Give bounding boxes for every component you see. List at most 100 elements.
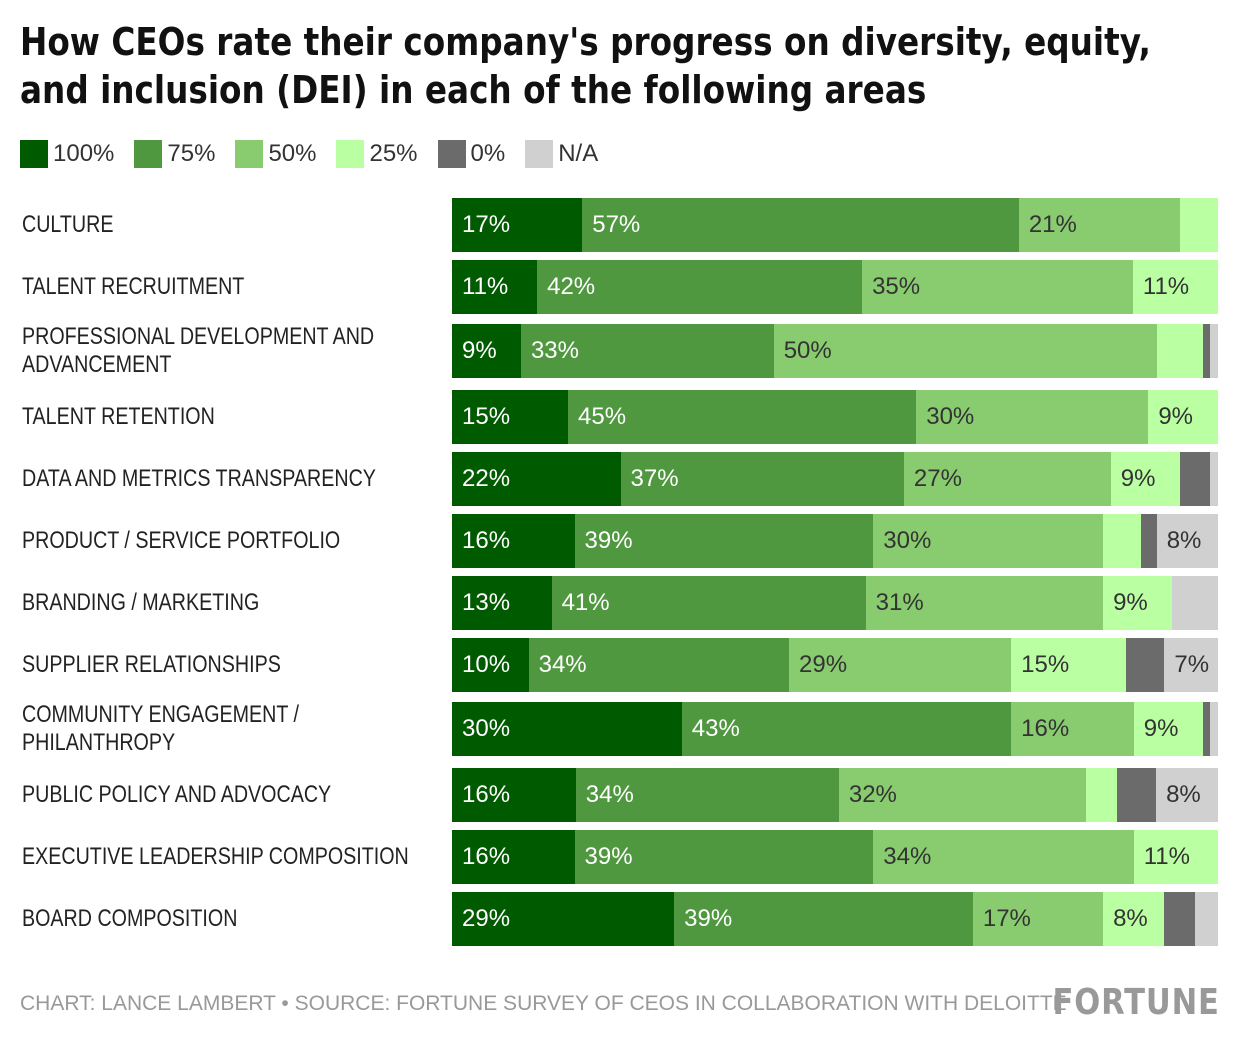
data-label: 16%: [1021, 715, 1070, 742]
data-label: 37%: [630, 465, 679, 492]
bar-segment-0pct: [1126, 638, 1165, 692]
category-label: PROFESSIONAL DEVELOPMENT AND ADVANCEMENT: [22, 323, 375, 378]
bar-row: EXECUTIVE LEADERSHIP COMPOSITION 16% 39% 34…: [0, 830, 1240, 884]
legend-swatch: [134, 140, 163, 168]
bar-segment-na: 7%: [1164, 638, 1218, 692]
bar-segment-50pct: 30%: [916, 390, 1149, 444]
bar-segment-25pct: 9%: [1133, 702, 1203, 756]
data-label: 43%: [691, 715, 740, 742]
legend-item: N/A: [525, 140, 598, 168]
legend-label: 100%: [53, 140, 115, 167]
category-label: BRANDING / MARKETING: [22, 589, 260, 616]
legend-swatch: [525, 140, 554, 168]
data-label: 39%: [584, 843, 633, 870]
bar-segment-50pct: 30%: [873, 514, 1104, 568]
bar-segment-100pct: 16%: [452, 768, 576, 822]
legend-swatch: [437, 140, 466, 168]
bar-segment-50pct: 34%: [873, 830, 1134, 884]
bar-segment-100pct: 17%: [452, 198, 583, 252]
stacked-bar: 16% 39% 34% 11%: [452, 830, 1218, 884]
stacked-bar: 22% 37% 27% 9%: [452, 452, 1218, 506]
bar-segment-100pct: 11%: [452, 260, 538, 314]
legend-label: 0%: [470, 140, 506, 167]
bar-row: PRODUCT / SERVICE PORTFOLIO 16% 39% 30% 8%: [0, 514, 1240, 568]
bar-segment-na: [1210, 452, 1218, 506]
bar-segment-100pct: 15%: [452, 390, 569, 444]
stacked-bar: 17% 57% 21%: [452, 198, 1218, 252]
bar-row: DATA AND METRICS TRANSPARENCY 22% 37% 27% 9%: [0, 452, 1240, 506]
data-label: 8%: [1113, 905, 1148, 932]
category-label: EXECUTIVE LEADERSHIP COMPOSITION: [22, 843, 409, 870]
data-label: 39%: [684, 905, 733, 932]
bar-row: BOARD COMPOSITION 29% 39% 17% 8%: [0, 892, 1240, 946]
data-label: 50%: [783, 337, 832, 364]
data-label: 9%: [1113, 589, 1148, 616]
legend-swatch: [20, 140, 48, 168]
category-label: COMMUNITY ENGAGEMENT / PHILANTHROPY: [22, 701, 300, 756]
data-label: 11%: [462, 273, 509, 300]
legend-item: 50%: [235, 140, 316, 168]
bar-segment-75pct: 33%: [520, 324, 774, 378]
bar-segment-0pct: [1141, 514, 1157, 568]
bar-row: SUPPLIER RELATIONSHIPS 10% 34% 29% 15% 7%: [0, 638, 1240, 692]
data-label: 16%: [462, 781, 511, 808]
bar-segment-25pct: 8%: [1103, 892, 1165, 946]
bar-segment-na: 8%: [1156, 514, 1218, 568]
bar-segment-100pct: 30%: [452, 702, 682, 756]
bar-segment-0pct: [1117, 768, 1157, 822]
bar-row: TALENT RETENTION 15% 45% 30% 9%: [0, 390, 1240, 444]
data-label: 27%: [913, 465, 962, 492]
data-label: 45%: [578, 403, 627, 430]
bar-segment-50pct: 17%: [972, 892, 1104, 946]
bar-row: TALENT RECRUITMENT 11% 42% 35% 11%: [0, 260, 1240, 314]
bar-segment-25pct: 11%: [1132, 260, 1218, 314]
legend-swatch: [336, 140, 365, 168]
bar-segment-50pct: 50%: [773, 324, 1157, 378]
data-label: 11%: [1143, 843, 1190, 870]
bar-segment-75pct: 39%: [674, 892, 973, 946]
data-label: 9%: [1120, 465, 1156, 492]
stacked-bar: 16% 39% 30% 8%: [452, 514, 1218, 568]
data-label: 35%: [872, 273, 921, 300]
stacked-bar: 29% 39% 17% 8%: [452, 892, 1218, 946]
bar-segment-100pct: 9%: [452, 324, 521, 378]
legend-label: 50%: [268, 140, 317, 167]
bar-segment-na: [1194, 892, 1218, 946]
bar-segment-25pct: 9%: [1103, 576, 1173, 630]
data-label: 7%: [1174, 651, 1210, 678]
bar-segment-25pct: [1103, 514, 1142, 568]
bar-segment-75pct: 43%: [681, 702, 1012, 756]
bar-segment-50pct: 31%: [865, 576, 1104, 630]
data-label: 10%: [462, 651, 511, 678]
bar-segment-75pct: 42%: [537, 260, 863, 314]
legend-label: N/A: [558, 140, 599, 167]
legend-swatch: [235, 140, 264, 168]
bar-segment-25pct: [1086, 768, 1118, 822]
bar-segment-50pct: 35%: [862, 260, 1133, 314]
chart-credit: CHART: LANCE LAMBERT • SOURCE: FORTUNE S…: [20, 992, 1067, 1015]
bar-segment-75pct: 34%: [575, 768, 839, 822]
bar-segment-na: 8%: [1156, 768, 1218, 822]
stacked-bar: 16% 34% 32% 8%: [452, 768, 1218, 822]
data-label: 21%: [1028, 211, 1077, 238]
stacked-bar: 9% 33% 50%: [452, 324, 1218, 378]
category-label: PUBLIC POLICY AND ADVOCACY: [22, 781, 332, 808]
data-label: 31%: [875, 589, 924, 616]
data-label: 15%: [462, 403, 511, 430]
data-label: 29%: [462, 905, 511, 932]
bar-segment-100pct: 22%: [452, 452, 621, 506]
legend: 100% 75% 50% 25% 0% N/A: [20, 140, 618, 168]
data-label: 22%: [462, 465, 511, 492]
bar-segment-75pct: 34%: [528, 638, 790, 692]
data-label: 34%: [585, 781, 634, 808]
category-label: TALENT RETENTION: [22, 403, 215, 430]
data-label: 17%: [982, 905, 1031, 932]
bar-segment-0pct: [1164, 892, 1195, 946]
legend-item: 0%: [437, 140, 506, 168]
bar-segment-50pct: 27%: [903, 452, 1111, 506]
legend-label: 75%: [167, 140, 216, 167]
stacked-bar: 13% 41% 31% 9%: [452, 576, 1218, 630]
data-label: 41%: [561, 589, 610, 616]
category-label: DATA AND METRICS TRANSPARENCY: [22, 465, 376, 492]
bar-segment-25pct: 11%: [1133, 830, 1218, 884]
